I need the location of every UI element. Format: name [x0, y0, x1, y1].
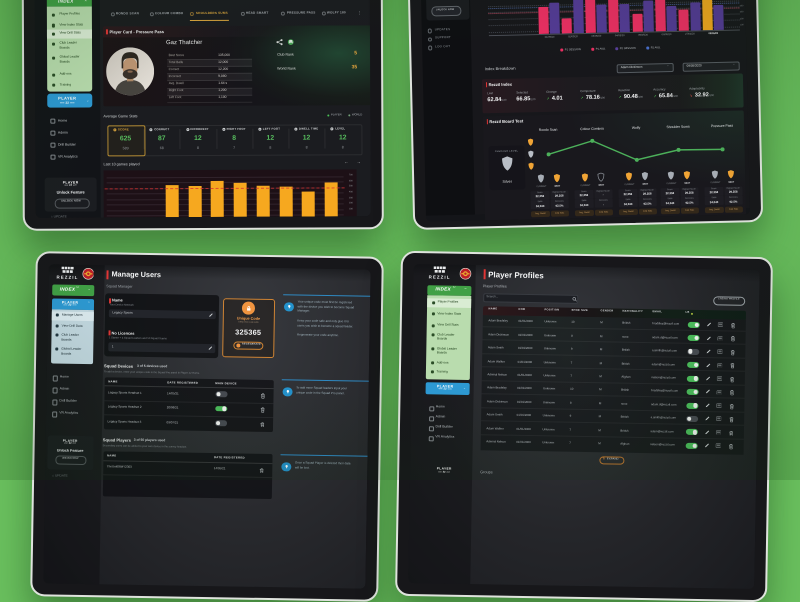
svg-text:REZZIL: REZZIL	[56, 275, 78, 280]
svg-text:REZZIL: REZZIL	[428, 274, 450, 279]
